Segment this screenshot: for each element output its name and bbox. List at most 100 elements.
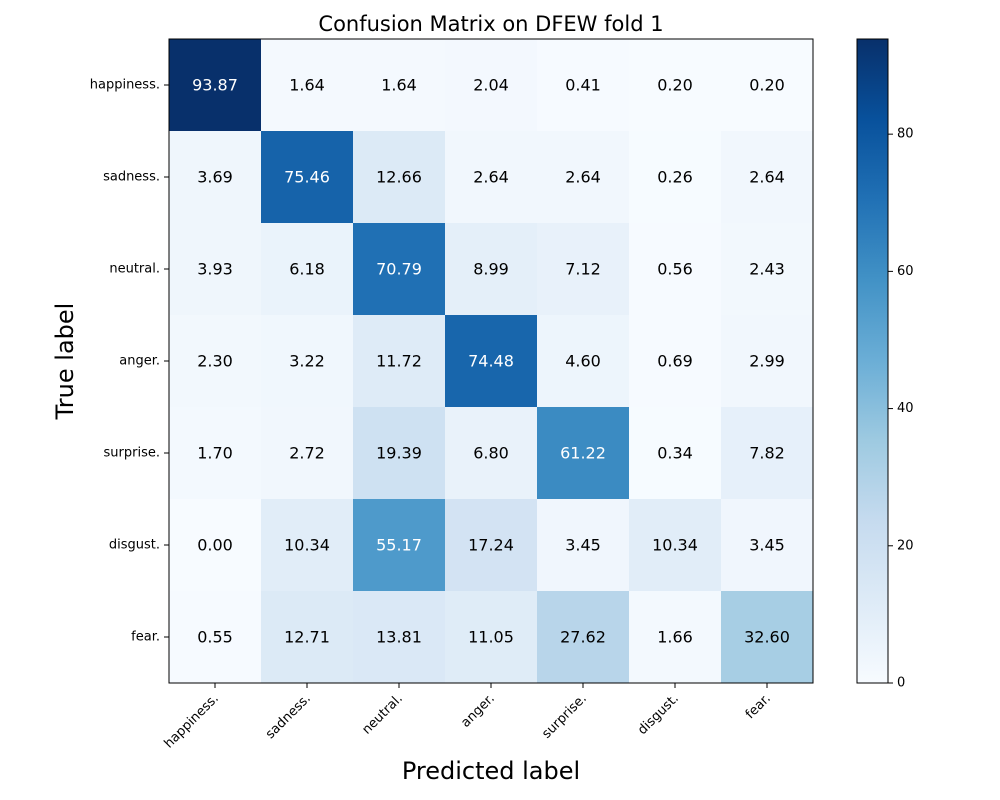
heatmap-cell <box>721 39 814 132</box>
colorbar-tick-label: 80 <box>897 127 914 142</box>
x-tick-label: sadness. <box>263 691 314 742</box>
heatmap-cell <box>353 315 446 408</box>
heatmap-cell <box>445 131 538 224</box>
heatmap-cell <box>629 407 722 500</box>
cell-value-label: 0.20 <box>749 76 785 95</box>
heatmap-cell <box>261 223 354 316</box>
cell-value-label: 3.69 <box>197 168 233 187</box>
heatmap-cell <box>169 407 262 500</box>
colorbar <box>856 38 889 684</box>
cell-value-label: 10.34 <box>652 536 698 555</box>
cell-value-label: 0.69 <box>657 352 693 371</box>
heatmap-cell <box>261 39 354 132</box>
y-tick-label: happiness. <box>90 78 160 93</box>
cell-value-label: 13.81 <box>376 628 422 647</box>
heatmap-cell <box>629 591 722 684</box>
cell-value-label: 93.87 <box>192 76 238 95</box>
heatmap-cell <box>721 591 814 684</box>
cell-value-label: 75.46 <box>284 168 330 187</box>
heatmap-cell <box>353 39 446 132</box>
cell-value-label: 11.05 <box>468 628 514 647</box>
colorbar-tick-label: 0 <box>897 676 905 691</box>
heatmap-cell <box>537 591 630 684</box>
heatmap-cell <box>537 315 630 408</box>
x-tick-label: fear. <box>743 691 774 722</box>
heatmap-cell <box>261 591 354 684</box>
heatmap-cell <box>537 39 630 132</box>
y-tick-label: neutral. <box>109 262 160 277</box>
heatmap-cell <box>261 407 354 500</box>
y-tick-label: fear. <box>131 630 160 645</box>
heatmap-cell <box>445 407 538 500</box>
heatmap-cell <box>629 223 722 316</box>
cell-value-label: 1.66 <box>657 628 693 647</box>
cell-value-label: 0.34 <box>657 444 693 463</box>
y-tick-label: disgust. <box>109 538 160 553</box>
cell-value-label: 2.64 <box>749 168 785 187</box>
cell-value-label: 2.30 <box>197 352 233 371</box>
cell-value-label: 12.71 <box>284 628 330 647</box>
heatmap-cell <box>353 131 446 224</box>
y-tick-label: anger. <box>119 354 160 369</box>
cell-value-label: 2.72 <box>289 444 325 463</box>
chart-title: Confusion Matrix on DFEW fold 1 <box>318 12 663 36</box>
cell-value-label: 3.22 <box>289 352 325 371</box>
cell-value-label: 55.17 <box>376 536 422 555</box>
colorbar-tick-label: 60 <box>897 264 914 279</box>
cell-value-label: 0.41 <box>565 76 601 95</box>
heatmap-cell <box>445 315 538 408</box>
colorbar-tick-label: 20 <box>897 538 914 553</box>
cell-value-label: 0.00 <box>197 536 233 555</box>
cell-value-label: 6.18 <box>289 260 325 279</box>
y-tick-label: sadness. <box>103 170 160 185</box>
heatmap-cell <box>445 223 538 316</box>
cell-value-label: 17.24 <box>468 536 514 555</box>
heatmap-cell <box>169 315 262 408</box>
cell-value-label: 4.60 <box>565 352 601 371</box>
heatmap-cell <box>445 499 538 592</box>
cell-value-label: 2.64 <box>565 168 601 187</box>
y-axis-label: True label <box>51 303 79 421</box>
heatmap-cell <box>169 39 262 132</box>
y-axis-ticks: happiness. sadness. neutral. anger. surprise… <box>90 78 169 645</box>
heatmap-cell <box>537 499 630 592</box>
x-tick-label: neutral. <box>359 691 405 737</box>
heatmap-cell <box>721 223 814 316</box>
cell-value-label: 10.34 <box>284 536 330 555</box>
heatmap-cell <box>629 315 722 408</box>
cell-value-label: 0.26 <box>657 168 693 187</box>
cell-value-label: 32.60 <box>744 628 790 647</box>
heatmap-cell <box>261 499 354 592</box>
heatmap-cell <box>353 591 446 684</box>
cell-value-label: 1.64 <box>381 76 417 95</box>
heatmap-cell <box>353 499 446 592</box>
x-axis-label: Predicted label <box>402 757 580 785</box>
cell-value-label: 2.04 <box>473 76 509 95</box>
cell-value-label: 2.43 <box>749 260 785 279</box>
cell-value-label: 0.56 <box>657 260 693 279</box>
cell-value-label: 3.45 <box>565 536 601 555</box>
heatmap-cell <box>721 407 814 500</box>
heatmap-cells: 93.87 1.64 1.64 2.04 0.41 0.20 0.20 3.69 75.46 12… <box>169 39 814 684</box>
cell-value-label: 3.45 <box>749 536 785 555</box>
cell-value-label: 61.22 <box>560 444 606 463</box>
heatmap-cell <box>445 591 538 684</box>
heatmap-cell <box>169 591 262 684</box>
cell-value-label: 6.80 <box>473 444 509 463</box>
cell-value-label: 12.66 <box>376 168 422 187</box>
heatmap-cell <box>169 499 262 592</box>
cell-value-label: 2.99 <box>749 352 785 371</box>
heatmap-cell <box>169 223 262 316</box>
cell-value-label: 0.55 <box>197 628 233 647</box>
heatmap-cell <box>629 131 722 224</box>
cell-value-label: 27.62 <box>560 628 606 647</box>
heatmap-cell <box>537 407 630 500</box>
heatmap-cell <box>537 223 630 316</box>
x-axis-ticks: happiness. sadness. neutral. anger. surprise… <box>162 683 774 752</box>
cell-value-label: 19.39 <box>376 444 422 463</box>
heatmap-cell <box>721 315 814 408</box>
cell-value-label: 0.20 <box>657 76 693 95</box>
heatmap-cell <box>261 131 354 224</box>
cell-value-label: 3.93 <box>197 260 233 279</box>
